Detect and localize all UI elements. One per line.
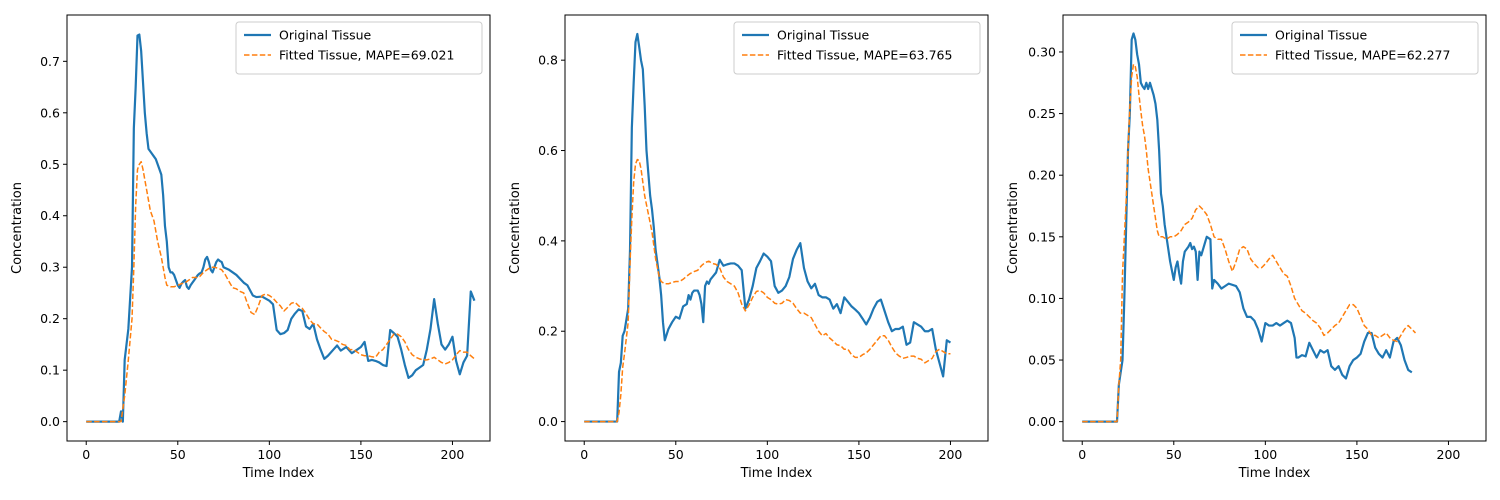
- x-tick-label: 0: [1078, 447, 1086, 462]
- y-tick-label: 0.8: [538, 53, 558, 68]
- chart-panel-2: 0 50 100 150 200 0.0 0.2 0.4 0.6 0.8 Time Index Con…: [508, 14, 989, 481]
- x-tick-label: 0: [580, 447, 588, 462]
- legend-label-fitted: Fitted Tissue, MAPE=62.277: [1275, 48, 1450, 63]
- y-tick-label: 0.6: [40, 105, 60, 120]
- y-tick-label: 0.15: [1028, 229, 1056, 244]
- series-line-original: [1082, 32, 1413, 423]
- axes-frame: [1062, 14, 1487, 442]
- x-tick-label: 50: [170, 447, 186, 462]
- legend-label-fitted: Fitted Tissue, MAPE=63.765: [777, 48, 952, 63]
- x-tick-label: 50: [668, 447, 684, 462]
- y-axis-label: Concentration: [1006, 182, 1021, 274]
- x-tick-label: 200: [1437, 447, 1461, 462]
- y-tick-label: 0.4: [538, 233, 558, 248]
- legend-label-fitted: Fitted Tissue, MAPE=69.021: [279, 48, 454, 63]
- legend-label-original: Original Tissue: [1275, 28, 1368, 43]
- y-tick-label: 0.05: [1028, 353, 1056, 368]
- x-tick-label: 100: [257, 447, 281, 462]
- x-tick-label: 150: [847, 447, 871, 462]
- y-tick-label: 0.0: [40, 414, 60, 429]
- y-tick-label: 0.25: [1028, 106, 1056, 121]
- legend: Original Tissue Fitted Tissue, MAPE=62.27…: [1231, 21, 1479, 75]
- y-tick-label: 0.5: [40, 157, 60, 172]
- x-tick-label: 150: [1345, 447, 1369, 462]
- legend-box: [733, 21, 981, 75]
- y-tick-label: 0.6: [538, 143, 558, 158]
- y-tick-label: 0.30: [1028, 44, 1056, 59]
- series-line-fitted: [86, 160, 475, 423]
- x-tick-label: 200: [441, 447, 465, 462]
- y-tick-label: 0.1: [40, 363, 60, 378]
- y-tick-label: 0.0: [538, 414, 558, 429]
- legend: Original Tissue Fitted Tissue, MAPE=69.02…: [235, 21, 483, 75]
- y-tick-label: 0.00: [1028, 414, 1056, 429]
- legend-box: [1231, 21, 1479, 75]
- axes-frame: [564, 14, 989, 442]
- y-tick-label: 0.10: [1028, 291, 1056, 306]
- x-axis-label: Time Index: [1238, 466, 1311, 481]
- y-tick-label: 0.2: [40, 311, 60, 326]
- legend-box: [235, 21, 483, 75]
- x-tick-label: 100: [1253, 447, 1277, 462]
- axes-frame: [66, 14, 491, 442]
- y-tick-label: 0.20: [1028, 168, 1056, 183]
- legend: Original Tissue Fitted Tissue, MAPE=63.76…: [733, 21, 981, 75]
- x-tick-label: 100: [755, 447, 779, 462]
- legend-label-original: Original Tissue: [279, 28, 372, 43]
- y-tick-label: 0.2: [538, 324, 558, 339]
- y-tick-label: 0.3: [40, 260, 60, 275]
- series-line-original: [86, 33, 476, 423]
- series-line-original: [584, 32, 952, 423]
- y-axis-label: Concentration: [10, 182, 25, 274]
- x-tick-label: 200: [939, 447, 963, 462]
- x-tick-label: 0: [82, 447, 90, 462]
- y-tick-label: 0.4: [40, 208, 60, 223]
- y-axis-label: Concentration: [508, 182, 523, 274]
- series-line-fitted: [584, 158, 951, 423]
- y-tick-label: 0.7: [40, 54, 60, 69]
- x-axis-label: Time Index: [242, 466, 315, 481]
- legend-label-original: Original Tissue: [777, 28, 870, 43]
- x-tick-label: 50: [1166, 447, 1182, 462]
- x-axis-label: Time Index: [740, 466, 813, 481]
- chart-panel-1: 0 50 100 150 200 0.0 0.1 0.2 0.3 0.4 0.5 0.6 0.7 Time…: [10, 14, 491, 481]
- x-tick-label: 150: [349, 447, 373, 462]
- chart-panel-3: 0 50 100 150 200 0.00 0.05 0.10 0.15 0.20 0.25 0.30…: [1006, 14, 1487, 481]
